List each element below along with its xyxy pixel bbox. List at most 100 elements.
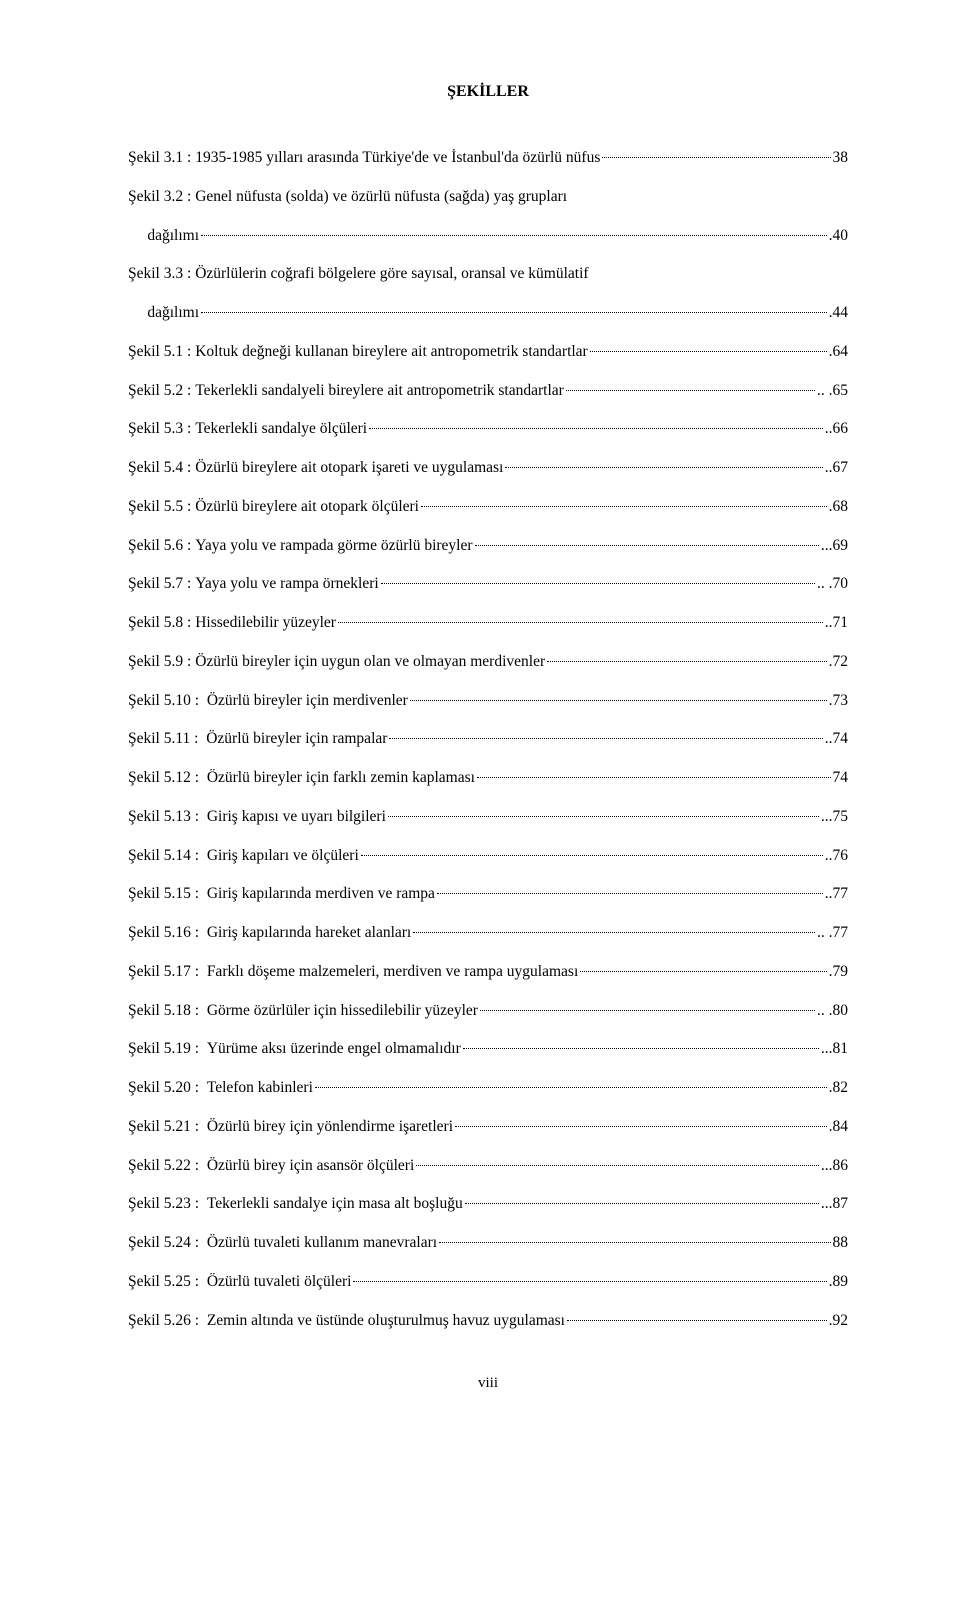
figure-description: Özürlü bireyler için farklı zemin kaplam…	[207, 766, 475, 789]
figure-label: Şekil 5.14	[128, 844, 195, 867]
figure-label: Şekil 5.18	[128, 999, 195, 1022]
figure-label: Şekil 5.25	[128, 1270, 195, 1293]
figure-label: Şekil 5.22	[128, 1154, 195, 1177]
leader-dots	[566, 390, 815, 391]
figure-description: Tekerlekli sandalye için masa alt boşluğ…	[207, 1192, 463, 1215]
figure-description: Giriş kapılarında merdiven ve rampa	[207, 882, 435, 905]
leader-dots	[381, 583, 815, 584]
figure-colon: :	[187, 379, 195, 402]
leader-dots	[201, 235, 827, 236]
figure-description: Özürlü tuvaleti kullanım manevraları	[207, 1231, 437, 1254]
figure-description: Telefon kabinleri	[207, 1076, 313, 1099]
figure-description: Özürlü bireyler için merdivenler	[207, 689, 408, 712]
figure-entry: Şekil 5.6 : Yaya yolu ve rampada görme ö…	[128, 534, 848, 557]
figure-entry: dağılımı .40	[128, 224, 848, 247]
figure-label: Şekil 5.5	[128, 495, 187, 518]
figure-page: .. .77	[817, 921, 848, 944]
figure-label: Şekil 5.24	[128, 1231, 195, 1254]
leader-dots	[413, 932, 815, 933]
figure-label: Şekil 5.9	[128, 650, 187, 673]
figure-label: Şekil 5.10	[128, 689, 195, 712]
figure-entry: Şekil 5.5 : Özürlü bireylere ait otopark…	[128, 495, 848, 518]
figure-list: Şekil 3.1 : 1935-1985 yılları arasında T…	[128, 146, 848, 1332]
page-title: ŞEKİLLER	[128, 80, 848, 104]
figure-description: Farklı döşeme malzemeleri, merdiven ve r…	[207, 960, 578, 983]
leader-dots	[590, 351, 827, 352]
figure-label: Şekil 5.2	[128, 379, 187, 402]
figure-description: Yaya yolu ve rampada görme özürlü bireyl…	[195, 534, 472, 557]
figure-entry: Şekil 5.3 : Tekerlekli sandalye ölçüleri…	[128, 417, 848, 440]
leader-dots	[389, 738, 822, 739]
figure-page: ...86	[821, 1154, 848, 1177]
leader-dots	[338, 622, 823, 623]
leader-dots	[505, 467, 822, 468]
figure-description: Hissedilebilir yüzeyler	[195, 611, 336, 634]
leader-dots	[580, 971, 826, 972]
figure-entry: Şekil 5.14 : Giriş kapıları ve ölçüleri.…	[128, 844, 848, 867]
figure-colon: :	[195, 882, 207, 905]
figure-description: Özürlü bireyler için uygun olan ve olmay…	[195, 650, 545, 673]
figure-description: Yaya yolu ve rampa örnekleri	[195, 572, 379, 595]
figure-entry: Şekil 5.16 : Giriş kapılarında hareket a…	[128, 921, 848, 944]
leader-dots	[201, 312, 827, 313]
figure-colon: :	[195, 921, 207, 944]
figure-page: ...69	[821, 534, 848, 557]
figure-page: .68	[829, 495, 848, 518]
figure-label: Şekil 3.1	[128, 146, 187, 169]
figure-page: .. .80	[817, 999, 848, 1022]
figure-label: Şekil 5.15	[128, 882, 195, 905]
figure-page: .89	[829, 1270, 848, 1293]
figure-label: Şekil 5.12	[128, 766, 195, 789]
leader-dots	[388, 816, 819, 817]
leader-dots	[369, 428, 823, 429]
leader-dots	[547, 661, 827, 662]
figure-page: 88	[833, 1231, 849, 1254]
figure-entry: Şekil 5.22 : Özürlü birey için asansör ö…	[128, 1154, 848, 1177]
leader-dots	[437, 893, 823, 894]
figure-entry: Şekil 3.2 : Genel nüfusta (solda) ve özü…	[128, 185, 848, 208]
figure-entry: Şekil 5.17 : Farklı döşeme malzemeleri, …	[128, 960, 848, 983]
figure-label: Şekil 5.1	[128, 340, 187, 363]
figure-entry: Şekil 5.25 : Özürlü tuvaleti ölçüleri.89	[128, 1270, 848, 1293]
figure-entry: Şekil 5.1 : Koltuk değneği kullanan bire…	[128, 340, 848, 363]
figure-colon	[128, 301, 147, 324]
figure-colon: :	[195, 999, 207, 1022]
figure-colon: :	[187, 456, 195, 479]
figure-label: Şekil 5.21	[128, 1115, 195, 1138]
figure-description: Özürlü birey için yönlendirme işaretleri	[207, 1115, 453, 1138]
figure-colon: :	[187, 650, 195, 673]
figure-page: ...75	[821, 805, 848, 828]
figure-page: .64	[829, 340, 848, 363]
figure-label: Şekil 5.6	[128, 534, 187, 557]
figure-description: Özürlü bireyler için rampalar	[206, 727, 387, 750]
figure-entry: Şekil 5.20 : Telefon kabinleri.82	[128, 1076, 848, 1099]
figure-colon: :	[187, 611, 195, 634]
figure-description: dağılımı	[147, 224, 199, 247]
figure-entry: Şekil 5.4 : Özürlü bireylere ait otopark…	[128, 456, 848, 479]
figure-colon: :	[187, 262, 195, 285]
figure-page: .40	[829, 224, 848, 247]
figure-page: 38	[833, 146, 849, 169]
figure-colon: :	[195, 1192, 207, 1215]
figure-colon: :	[187, 534, 195, 557]
figure-colon: :	[194, 727, 206, 750]
figure-page: ..66	[825, 417, 848, 440]
figure-entry: Şekil 5.9 : Özürlü bireyler için uygun o…	[128, 650, 848, 673]
figure-label: Şekil 5.16	[128, 921, 195, 944]
figure-colon: :	[195, 844, 207, 867]
figure-description: Koltuk değneği kullanan bireylere ait an…	[195, 340, 588, 363]
figure-colon: :	[187, 340, 195, 363]
figure-entry: Şekil 5.11 : Özürlü bireyler için rampal…	[128, 727, 848, 750]
page-number: viii	[128, 1372, 848, 1395]
figure-entry: Şekil 5.26 : Zemin altında ve üstünde ol…	[128, 1309, 848, 1332]
figure-page: ...81	[821, 1037, 848, 1060]
figure-entry: Şekil 5.8 : Hissedilebilir yüzeyler..71	[128, 611, 848, 634]
figure-page: .73	[829, 689, 848, 712]
figure-page: ..67	[825, 456, 848, 479]
figure-description: Özürlü bireylere ait otopark ölçüleri	[195, 495, 419, 518]
figure-description: Görme özürlüler için hissedilebilir yüze…	[207, 999, 478, 1022]
figure-colon: :	[195, 1076, 207, 1099]
figure-description: Özürlü bireylere ait otopark işareti ve …	[195, 456, 503, 479]
figure-label: Şekil 5.13	[128, 805, 195, 828]
figure-description: Yürüme aksı üzerinde engel olmamalıdır	[207, 1037, 461, 1060]
